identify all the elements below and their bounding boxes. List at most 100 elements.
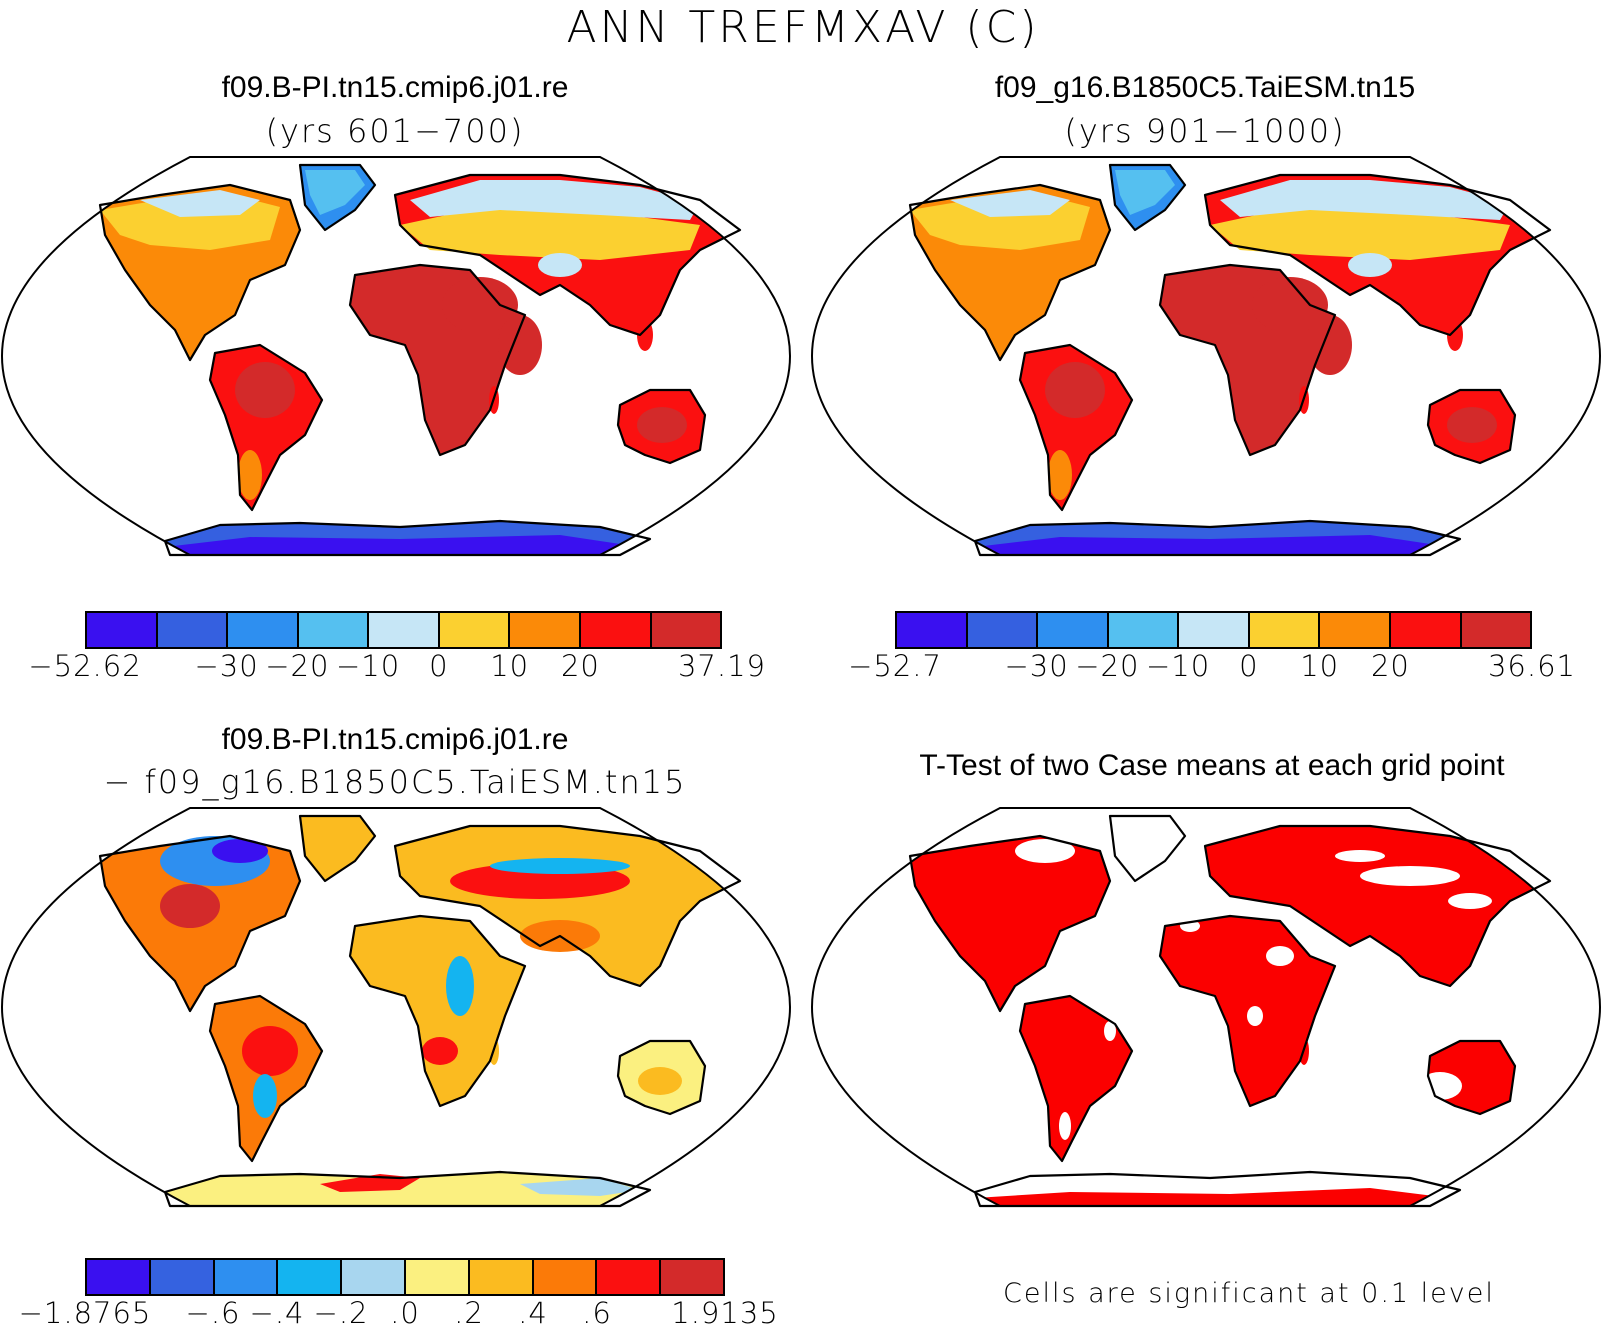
colorbar-tr-tick-label: −30 bbox=[1004, 649, 1069, 683]
colorbar-tl-tick-label: −20 bbox=[265, 649, 330, 683]
greenland-diff bbox=[300, 816, 375, 881]
sahara-hot-core bbox=[1252, 277, 1328, 333]
arabia-hot-core bbox=[1308, 315, 1352, 375]
colorbar-tl-swatch-5 bbox=[439, 613, 511, 647]
colorbar-tl-tick-label: 0 bbox=[429, 649, 449, 683]
africa-diff bbox=[350, 916, 525, 1106]
map-boundary bbox=[810, 807, 1602, 1207]
north-america-coastline bbox=[98, 183, 302, 362]
colorbar-tr-tick-label: −52.7 bbox=[848, 649, 942, 683]
andes-cool-band bbox=[238, 450, 262, 500]
colorbar-tr-tick-label: 20 bbox=[1370, 649, 1410, 683]
colorbar-tr-swatch-1 bbox=[967, 613, 1039, 647]
sahara-hot-core bbox=[442, 277, 518, 333]
colorbar-tr-tick-label: −20 bbox=[1075, 649, 1140, 683]
insignificant-patch-8 bbox=[1335, 850, 1385, 862]
colorbar-bottom-left bbox=[85, 1258, 725, 1296]
insignificant-patch-5 bbox=[1418, 1072, 1462, 1100]
colorbar-tl-swatch-1 bbox=[157, 613, 229, 647]
siberia-cool-streak bbox=[490, 858, 630, 874]
eurasia-significant bbox=[1205, 826, 1550, 986]
tibet-cool-core bbox=[538, 253, 582, 277]
colorbar-bl-swatch-2 bbox=[214, 1260, 279, 1294]
eurasia-coastline bbox=[1203, 173, 1552, 337]
colorbar-tr-tick-label: −10 bbox=[1146, 649, 1211, 683]
antarctica-interior bbox=[975, 535, 1450, 555]
insignificant-patch-0 bbox=[1015, 839, 1075, 863]
colorbar-tr-swatch-6 bbox=[1320, 613, 1391, 647]
north-america-coastline bbox=[908, 834, 1112, 1013]
amazon-hot-core bbox=[1045, 362, 1105, 418]
australia-coastline bbox=[616, 1039, 707, 1116]
south-africa-warm-anomaly bbox=[422, 1037, 458, 1065]
greenland-coastline bbox=[1108, 163, 1187, 232]
insignificant-patch-3 bbox=[1266, 946, 1294, 966]
south-america-coastline bbox=[1018, 994, 1134, 1163]
colorbar-bl-swatch-3 bbox=[278, 1260, 343, 1294]
colorbar-bl-tick-label: 1.9135 bbox=[671, 1296, 779, 1330]
colorbar-tr-tick-label: 10 bbox=[1300, 649, 1340, 683]
eurasia-boreal-band bbox=[410, 180, 700, 220]
greenland-coast-band bbox=[1115, 170, 1175, 215]
insignificant-patch-7 bbox=[1059, 1112, 1071, 1140]
africa-coastline bbox=[1158, 914, 1337, 1108]
arabia-hot-core bbox=[498, 315, 542, 375]
colorbar-tr-swatch-2 bbox=[1038, 613, 1109, 647]
hudson-cold-anomaly bbox=[212, 839, 268, 863]
australia-coastline bbox=[1426, 1039, 1517, 1116]
eurasia-boreal-band bbox=[1220, 180, 1510, 220]
antarctica-cool-anomaly bbox=[520, 1178, 640, 1196]
colorbar-bl-swatch-9 bbox=[661, 1260, 723, 1294]
colorbar-bl-tick-label: .2 bbox=[454, 1296, 484, 1330]
colorbar-bl-tick-label: −1.8765 bbox=[18, 1296, 152, 1330]
colorbar-tl-tick-label: −10 bbox=[336, 649, 401, 683]
africa-coastline bbox=[1158, 263, 1337, 457]
eurasia-coastline bbox=[1203, 824, 1552, 988]
australia-hot-core bbox=[1447, 407, 1497, 443]
colorbar-bl-tick-label: −.6 bbox=[185, 1296, 241, 1330]
south-america-coastline bbox=[208, 994, 324, 1163]
australia-coastline bbox=[616, 388, 707, 465]
map-top-left bbox=[0, 156, 792, 557]
north-america-coastline bbox=[908, 183, 1112, 362]
colorbar-bl-swatch-5 bbox=[405, 1260, 470, 1294]
map-boundary bbox=[0, 156, 792, 556]
colorbar-tl-swatch-4 bbox=[369, 613, 440, 647]
colorbar-tr-tick-label: 36.61 bbox=[1487, 649, 1577, 683]
colorbar-tl-tick-label: 37.19 bbox=[677, 649, 767, 683]
north-america-arctic-band bbox=[950, 190, 1070, 217]
insignificant-patch-1 bbox=[1360, 866, 1460, 886]
south-america-coastline bbox=[208, 343, 324, 512]
colorbar-tl-tick-label: −52.62 bbox=[28, 649, 142, 683]
australia-hot-core bbox=[637, 407, 687, 443]
antarctica-diff bbox=[165, 1172, 650, 1206]
colorbar-top-left bbox=[85, 611, 722, 649]
panel-tl-subtitle: (yrs 601−700) bbox=[265, 112, 525, 150]
north-america-coastline bbox=[98, 834, 302, 1013]
africa-coastline bbox=[348, 914, 527, 1108]
andes-cool-band bbox=[1048, 450, 1072, 500]
australia-coastline bbox=[1426, 388, 1517, 465]
australia-anomaly bbox=[638, 1067, 682, 1095]
colorbar-tl-swatch-0 bbox=[87, 613, 158, 647]
colorbar-tl-swatch-2 bbox=[228, 613, 299, 647]
east-africa-cool-anomaly bbox=[446, 956, 474, 1016]
africa-significant bbox=[1160, 916, 1335, 1106]
figure-title: ANN TREFMXAV (C) bbox=[566, 2, 1040, 53]
greenland-coast-band bbox=[305, 170, 365, 215]
map-boundary bbox=[0, 807, 792, 1207]
south-america-cool-anomaly bbox=[253, 1074, 277, 1118]
greenland-coastline bbox=[298, 163, 377, 232]
insignificant-patch-2 bbox=[1448, 893, 1492, 909]
eurasia-coastline bbox=[393, 173, 742, 337]
colorbar-bl-swatch-0 bbox=[87, 1260, 151, 1294]
colorbar-tr-swatch-3 bbox=[1108, 613, 1180, 647]
north-america-significant bbox=[910, 836, 1110, 1011]
insignificant-patch-4 bbox=[1247, 1006, 1263, 1026]
colorbar-tl-swatch-3 bbox=[298, 613, 370, 647]
panel-tr-title: f09_g16.B1850C5.TaiESM.tn15 bbox=[994, 71, 1416, 104]
map-bottom-left bbox=[0, 807, 792, 1208]
colorbar-tr-swatch-0 bbox=[897, 613, 968, 647]
greenland-coastline bbox=[298, 814, 377, 883]
eurasia-coastline bbox=[393, 824, 742, 988]
